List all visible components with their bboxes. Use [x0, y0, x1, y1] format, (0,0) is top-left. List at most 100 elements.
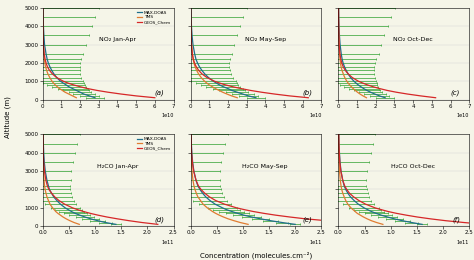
GEOS_Chem — [365, 83, 370, 86]
GEOS_Chem — [273, 214, 279, 217]
MAX-DOAS — [219, 206, 225, 209]
GEOS_Chem — [196, 69, 201, 72]
MAX-DOAS — [212, 203, 218, 206]
TMS — [235, 96, 240, 99]
GEOS_Chem — [87, 212, 93, 215]
GEOS_Chem — [340, 179, 346, 182]
TMS — [56, 87, 62, 90]
TMS — [189, 170, 195, 173]
MAX-DOAS — [337, 34, 342, 37]
MAX-DOAS — [353, 81, 359, 84]
MAX-DOAS — [229, 89, 235, 92]
GEOS_Chem — [46, 188, 52, 191]
GEOS_Chem — [211, 80, 217, 83]
TMS — [336, 34, 342, 37]
TMS — [76, 223, 82, 226]
MAX-DOAS — [368, 210, 374, 213]
MAX-DOAS — [72, 212, 78, 215]
MAX-DOAS — [193, 179, 199, 182]
MAX-DOAS — [69, 210, 74, 213]
TMS — [338, 65, 344, 68]
MAX-DOAS — [197, 188, 203, 191]
GEOS_Chem — [204, 76, 210, 79]
TMS — [204, 206, 210, 209]
MAX-DOAS — [358, 85, 364, 88]
MAX-DOAS — [40, 15, 46, 18]
GEOS_Chem — [433, 96, 438, 99]
MAX-DOAS — [400, 219, 405, 222]
TMS — [336, 6, 341, 9]
GEOS_Chem — [345, 72, 351, 75]
GEOS_Chem — [95, 214, 101, 217]
TMS — [213, 212, 219, 215]
TMS — [43, 192, 49, 195]
MAX-DOAS — [253, 96, 259, 99]
GEOS_Chem — [337, 160, 343, 164]
Line: TMS: TMS — [191, 8, 237, 98]
MAX-DOAS — [46, 184, 51, 187]
TMS — [343, 199, 348, 202]
GEOS_Chem — [342, 69, 348, 72]
TMS — [344, 80, 350, 83]
Text: (d): (d) — [155, 216, 164, 223]
GEOS_Chem — [198, 188, 204, 191]
MAX-DOAS — [225, 87, 231, 90]
MAX-DOAS — [336, 142, 342, 145]
GEOS_Chem — [188, 142, 194, 145]
GEOS_Chem — [152, 96, 158, 99]
MAX-DOAS — [348, 76, 354, 79]
GEOS_Chem — [360, 81, 365, 84]
GEOS_Chem — [242, 208, 247, 211]
MAX-DOAS — [235, 212, 240, 215]
GEOS_Chem — [45, 65, 50, 68]
TMS — [336, 133, 341, 136]
MAX-DOAS — [95, 219, 100, 222]
TMS — [64, 217, 69, 220]
TMS — [210, 85, 215, 88]
MAX-DOAS — [343, 188, 348, 191]
GEOS_Chem — [272, 93, 277, 96]
Line: TMS: TMS — [338, 8, 366, 98]
GEOS_Chem — [191, 61, 197, 64]
GEOS_Chem — [403, 214, 409, 217]
GEOS_Chem — [42, 58, 48, 61]
MAX-DOAS — [62, 206, 68, 209]
TMS — [190, 52, 195, 55]
GEOS_Chem — [415, 216, 420, 219]
GEOS_Chem — [40, 133, 46, 136]
TMS — [345, 203, 351, 206]
TMS — [245, 223, 251, 226]
TMS — [40, 151, 46, 154]
TMS — [195, 195, 201, 198]
Text: H₂CO Jan-Apr: H₂CO Jan-Apr — [97, 164, 138, 169]
TMS — [352, 89, 358, 92]
MAX-DOAS — [345, 72, 351, 75]
TMS — [41, 170, 46, 173]
TMS — [216, 89, 222, 92]
TMS — [200, 203, 206, 206]
GEOS_Chem — [40, 34, 46, 37]
TMS — [194, 69, 200, 72]
TMS — [53, 210, 59, 213]
TMS — [210, 210, 215, 213]
MAX-DOAS — [40, 133, 46, 136]
TMS — [191, 61, 197, 64]
GEOS_Chem — [217, 81, 222, 84]
GEOS_Chem — [43, 179, 49, 182]
MAX-DOAS — [377, 94, 383, 98]
TMS — [192, 65, 198, 68]
GEOS_Chem — [65, 81, 71, 84]
MAX-DOAS — [240, 93, 246, 96]
MAX-DOAS — [51, 195, 56, 198]
TMS — [44, 195, 50, 198]
GEOS_Chem — [188, 25, 194, 28]
GEOS_Chem — [41, 52, 47, 55]
GEOS_Chem — [40, 151, 46, 154]
MAX-DOAS — [190, 43, 196, 46]
MAX-DOAS — [42, 43, 47, 46]
Legend: MAX-DOAS, TMS, GEOS_Chem: MAX-DOAS, TMS, GEOS_Chem — [137, 10, 171, 25]
GEOS_Chem — [71, 83, 76, 86]
GEOS_Chem — [305, 96, 311, 99]
TMS — [46, 199, 51, 202]
Line: TMS: TMS — [43, 8, 76, 98]
